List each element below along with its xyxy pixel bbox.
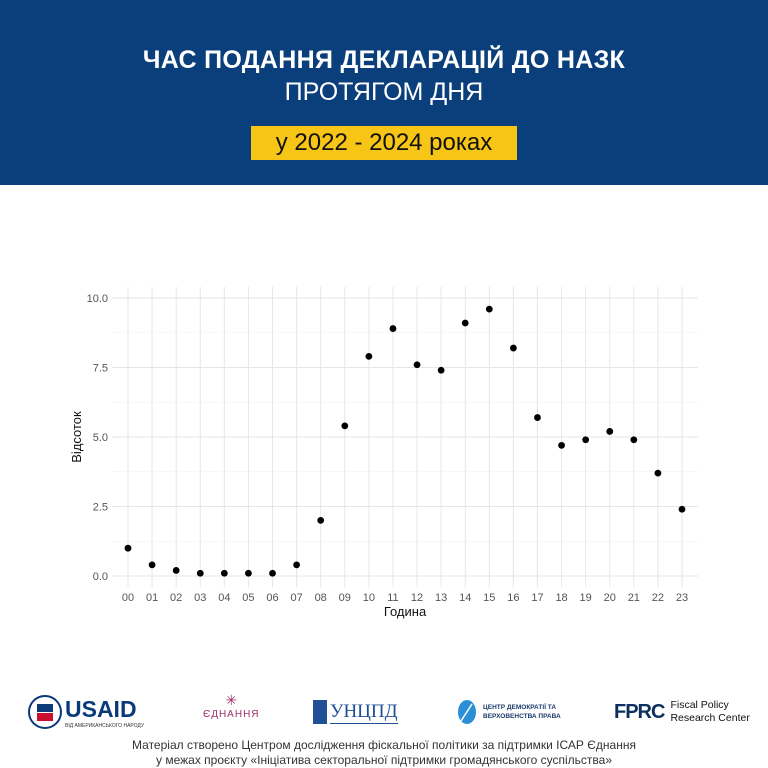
x-tick-label: 00: [122, 592, 134, 604]
footer-credits: Матеріал створено Центром дослідження фі…: [0, 738, 768, 768]
footer-line2: у межах проєкту «Ініціатива секторальної…: [156, 753, 612, 767]
cdrl-line1: ЦЕНТР ДЕМОКРАТІЇ ТА: [483, 704, 557, 711]
x-tick-label: 05: [242, 592, 254, 604]
footer-line1: Матеріал створено Центром дослідження фі…: [132, 738, 636, 752]
scatter-chart: 0.0 2.5 5.0 7.5 10.0 00 01 02 03 04 05 06 07 08 09 10 11…: [69, 286, 698, 619]
data-point-13: [437, 366, 445, 374]
partner-logos: USAID ВІД АМЕРИКАНСЬКОГО НАРОДУ ✳ ЄДНАНН…: [0, 692, 768, 732]
x-tick-label: 03: [194, 592, 206, 604]
x-tick-label: 14: [459, 592, 471, 604]
data-point-19: [582, 436, 590, 444]
y-tick-label: 10.0: [87, 293, 108, 305]
data-point-23: [678, 505, 686, 513]
flower-icon: ✳: [225, 692, 238, 708]
x-tick-label: 02: [170, 592, 182, 604]
header-banner: ЧАС ПОДАННЯ ДЕКЛАРАЦІЙ ДО НАЗК ПРОТЯГОМ …: [0, 0, 768, 185]
x-tick-label: 18: [555, 592, 567, 604]
data-point-21: [630, 436, 638, 444]
data-point-05: [245, 569, 252, 577]
data-point-04: [220, 569, 228, 577]
data-point-11: [389, 325, 397, 332]
globe-icon: [313, 700, 327, 724]
x-tick-label: 22: [652, 592, 664, 604]
usaid-subtitle: ВІД АМЕРИКАНСЬКОГО НАРОДУ: [65, 722, 145, 729]
y-tick-label: 0.0: [93, 571, 108, 583]
data-point-18: [558, 441, 565, 449]
x-tick-label: 16: [507, 592, 519, 604]
title-line1: ЧАС ПОДАННЯ ДЕКЛАРАЦІЙ ДО НАЗК: [142, 46, 626, 74]
x-tick-label: 17: [531, 592, 543, 604]
y-axis-label: Відсоток: [69, 411, 84, 463]
x-tick-label: 13: [435, 592, 447, 604]
fprc-mark: FPRC: [614, 700, 665, 723]
data-point-09: [341, 422, 349, 430]
ednannia-wordmark: ЄДНАННЯ: [203, 709, 260, 720]
x-tick-label: 23: [676, 592, 688, 604]
data-point-00: [124, 544, 132, 552]
x-axis-label: Година: [384, 604, 427, 619]
x-tick-label: 06: [266, 592, 278, 604]
data-point-14: [461, 319, 469, 327]
data-point-01: [148, 561, 156, 569]
x-tick-label: 07: [290, 592, 302, 604]
feather-icon: [458, 700, 476, 724]
cdrl-line2: ВЕРХОВЕНСТВА ПРАВА: [483, 713, 561, 720]
usaid-logo: USAID ВІД АМЕРИКАНСЬКОГО НАРОДУ: [28, 692, 144, 732]
x-tick-label: 08: [315, 592, 327, 604]
x-tick-label: 01: [146, 592, 158, 604]
data-point-06: [269, 569, 276, 577]
y-tick-label: 7.5: [93, 363, 108, 375]
x-tick-label: 09: [339, 592, 351, 604]
uncpd-logo: УНЦПД: [313, 692, 398, 732]
data-point-17: [534, 414, 541, 421]
x-tick-label: 21: [628, 592, 640, 604]
data-point-15: [485, 305, 493, 313]
fprc-line1: Fiscal Policy: [670, 699, 729, 711]
fprc-logo: FPRC Fiscal Policy Research Center: [614, 692, 750, 732]
x-tick-label: 10: [363, 592, 375, 604]
title-line2: ПРОТЯГОМ ДНЯ: [284, 78, 484, 106]
data-point-20: [606, 428, 614, 435]
x-tick-label: 04: [218, 592, 230, 604]
years-badge: у 2022 - 2024 роках: [251, 126, 517, 160]
data-point-03: [196, 569, 204, 577]
x-tick-label: 20: [604, 592, 616, 604]
cdrl-logo: ЦЕНТР ДЕМОКРАТІЇ ТА ВЕРХОВЕНСТВА ПРАВА: [456, 692, 561, 732]
fprc-line2: Research Center: [670, 712, 750, 724]
data-point-07: [293, 561, 301, 569]
data-point-12: [413, 361, 421, 369]
uncpd-wordmark: УНЦПД: [330, 700, 398, 724]
usaid-wordmark: USAID: [65, 695, 137, 722]
usaid-seal-icon: [28, 695, 62, 729]
x-tick-label: 12: [411, 592, 423, 604]
data-point-08: [317, 517, 325, 524]
data-point-22: [654, 469, 662, 477]
data-point-10: [365, 352, 373, 360]
x-tick-label: 15: [483, 592, 495, 604]
y-tick-label: 5.0: [93, 432, 108, 444]
data-point-02: [172, 567, 180, 574]
x-tick-label: 19: [580, 592, 592, 604]
ednannia-logo: ✳ ЄДНАННЯ: [203, 692, 260, 732]
y-tick-label: 2.5: [93, 502, 108, 514]
x-tick-label: 11: [387, 592, 398, 604]
data-point-16: [509, 344, 517, 352]
